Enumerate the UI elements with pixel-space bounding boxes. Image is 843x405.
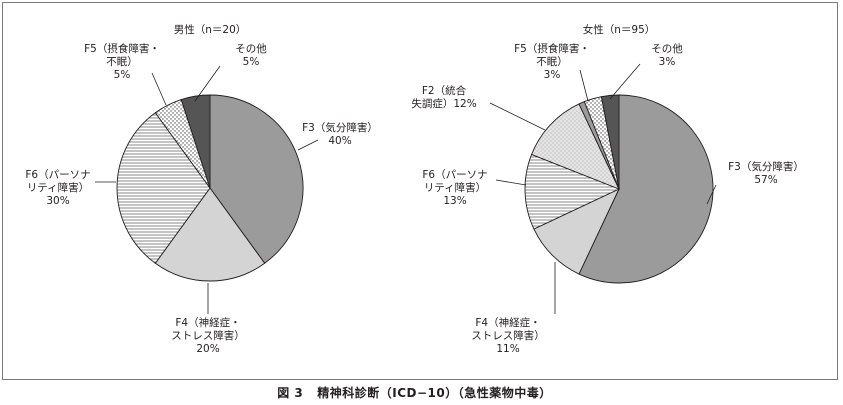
female-label-other-line: その他 bbox=[651, 42, 683, 55]
female-leader-other bbox=[609, 63, 641, 100]
male-label-f4-line: F4（神経症・ bbox=[175, 316, 240, 329]
female-leader-f3 bbox=[706, 184, 717, 205]
female-label-f6-line: F6（パーソナ bbox=[422, 169, 487, 181]
female-label-f3: F3（気分障害） 57% bbox=[728, 160, 804, 186]
female-slice-other bbox=[600, 94, 620, 190]
male-slice-other bbox=[180, 94, 211, 189]
male-label-f4-line: ストレス障害） bbox=[171, 329, 245, 342]
male-label-f4: F4（神経症・ストレス障害） 20% bbox=[171, 316, 245, 355]
male-label-other-line: 5% bbox=[243, 56, 260, 68]
male-leader-f5 bbox=[151, 72, 167, 106]
female-label-other: その他 3% bbox=[651, 42, 683, 68]
pie-charts: 男性（n＝20）F3（気分障害） 40%F4（神経症・ストレス障害） 20%F6（パ… bbox=[25, 23, 803, 355]
female-chart-title: 女性（n＝95） bbox=[583, 23, 656, 36]
female-label-f5-line: F5（摂食障害・ bbox=[514, 42, 590, 55]
female-leader-f5 bbox=[579, 69, 589, 102]
female-label-f6-line: リティ障害） bbox=[424, 181, 486, 194]
female-label-f4-line: F4（神経症・ bbox=[475, 316, 540, 329]
male-label-f5-line: 不眠） bbox=[106, 56, 138, 68]
male-label-f6-line: F6（パーソナ bbox=[25, 169, 90, 181]
male-label-f5-line: F5（摂食障害・ bbox=[84, 42, 160, 55]
female-slice-f3 bbox=[578, 94, 714, 284]
female-label-f3-line: F3（気分障害） bbox=[728, 160, 804, 173]
male-label-f6: F6（パーソナリティ障害） 30% bbox=[25, 169, 90, 207]
male-label-other-line: その他 bbox=[235, 42, 267, 55]
female-label-f2-line: 失調症）12% bbox=[411, 97, 476, 110]
male-chart-title: 男性（n＝20） bbox=[174, 23, 247, 36]
female-label-f6-line: 13% bbox=[443, 195, 466, 207]
female-label-f3-line: 57% bbox=[754, 174, 777, 186]
male-label-f3: F3（気分障害） 40% bbox=[302, 121, 378, 147]
female-label-f4: F4（神経症・ストレス障害） 11% bbox=[471, 316, 545, 355]
male-label-f3-line: F3（気分障害） bbox=[302, 121, 378, 134]
female-label-f5-line: 3% bbox=[544, 69, 561, 81]
female-slice-f6 bbox=[524, 153, 621, 230]
female-leader-f2 bbox=[489, 102, 546, 131]
male-label-f4-line: 20% bbox=[196, 343, 219, 355]
male-label-other: その他 5% bbox=[235, 42, 267, 68]
male-leader-f3 bbox=[297, 139, 319, 151]
male-label-f6-line: リティ障害） bbox=[27, 181, 89, 194]
female-label-other-line: 3% bbox=[659, 56, 676, 68]
male-label-f5: F5（摂食障害・不眠） 5% bbox=[84, 42, 160, 81]
female-slice-f2 bbox=[531, 103, 620, 190]
female-label-f5-line: 不眠） bbox=[536, 56, 568, 68]
female-label-f4-line: ストレス障害） bbox=[471, 329, 545, 342]
female-label-f6: F6（パーソナリティ障害） 13% bbox=[422, 169, 487, 207]
figure-caption: 図 3 精神科診断（ICD−10）（急性薬物中毒） bbox=[0, 384, 843, 401]
male-slice-f6 bbox=[116, 112, 211, 264]
female-label-f2: F2（統合失調症）12% bbox=[411, 84, 476, 110]
male-label-f5-line: 5% bbox=[114, 69, 131, 81]
caption-title: 精神科診断（ICD−10）（急性薬物中毒） bbox=[317, 386, 552, 400]
female-leader-f6 bbox=[495, 179, 527, 186]
female-label-f2-line: F2（統合 bbox=[422, 84, 467, 97]
female-label-f4-line: 11% bbox=[496, 343, 519, 355]
pie-layer bbox=[116, 94, 714, 284]
female-slice-f4 bbox=[533, 188, 620, 275]
male-leader-other bbox=[194, 65, 221, 102]
figure-frame bbox=[2, 2, 838, 380]
caption-number: 図 3 bbox=[277, 386, 304, 400]
label-layer: 男性（n＝20）F3（気分障害） 40%F4（神経症・ストレス障害） 20%F6（パ… bbox=[25, 23, 803, 355]
male-slice-f4 bbox=[154, 187, 266, 282]
male-label-f6-line: 30% bbox=[46, 195, 69, 207]
female-label-f5: F5（摂食障害・不眠） 3% bbox=[514, 42, 590, 81]
male-slice-f3 bbox=[209, 94, 304, 264]
male-label-f3-line: 40% bbox=[328, 135, 351, 147]
